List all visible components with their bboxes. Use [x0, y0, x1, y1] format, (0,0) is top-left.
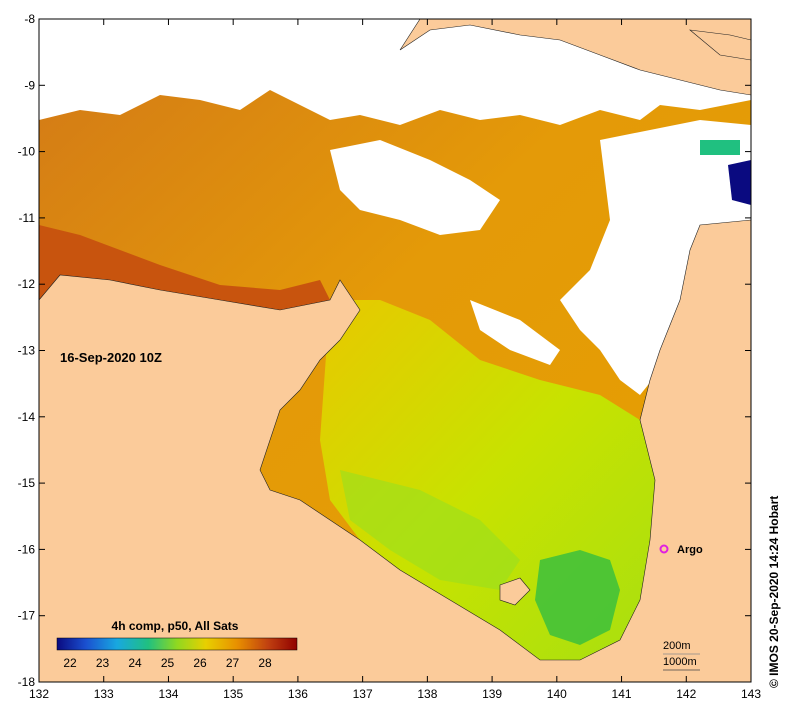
colorbar-tick-label: 27	[226, 656, 240, 670]
y-tick-label: -14	[18, 410, 36, 424]
x-tick-label: 133	[94, 687, 114, 701]
sst-cool-cells	[700, 140, 740, 155]
colorbar-tick-label: 22	[63, 656, 77, 670]
sst-warm-coastal	[39, 225, 330, 310]
x-tick-label: 143	[741, 687, 761, 701]
land-arnhem	[39, 219, 751, 682]
y-tick-label: -10	[18, 145, 36, 159]
argo-label: Argo	[677, 544, 703, 556]
contour-200m: 200m	[663, 640, 691, 652]
y-axis: -8 -9 -10 -11 -12 -13 -14 -15 -16 -17 -18	[18, 12, 751, 689]
colorbar-ticks: 22 23 24 25 26 27 28	[63, 656, 272, 670]
y-tick-label: -15	[18, 476, 36, 490]
timestamp-label: 16-Sep-2020 10Z	[60, 350, 162, 365]
colorbar-gradient	[56, 637, 298, 651]
x-tick-label: 136	[288, 687, 308, 701]
land-mornington-island	[499, 577, 531, 606]
contour-1000m: 1000m	[663, 656, 697, 668]
cloud-mask-gulf	[470, 300, 560, 365]
sst-cold-patch	[728, 160, 751, 205]
contour-legend: 200m 1000m	[663, 640, 700, 671]
colorbar-tick-label: 28	[258, 656, 272, 670]
x-tick-label: 135	[223, 687, 243, 701]
credit-label: © IMOS 20-Sep-2020 14:24 Hobart	[767, 496, 781, 688]
sst-gulf-lightgreen	[340, 470, 520, 590]
cloud-mask-east	[560, 120, 751, 395]
x-tick-label: 137	[353, 687, 373, 701]
x-tick-label: 138	[417, 687, 437, 701]
colorbar-tick-label: 24	[128, 656, 142, 670]
y-tick-label: -8	[24, 12, 35, 26]
x-axis: 132 133 134 135 136 137 138 139 140 141 142 143	[29, 19, 761, 701]
y-tick-label: -11	[19, 211, 36, 225]
x-tick-label: 142	[676, 687, 696, 701]
land-new-guinea-east	[689, 29, 751, 61]
y-tick-label: -13	[18, 344, 36, 358]
x-tick-label: 141	[612, 687, 632, 701]
y-tick-label: -9	[24, 78, 35, 92]
x-tick-label: 139	[482, 687, 502, 701]
land-new-guinea	[399, 19, 751, 96]
y-tick-label: -16	[18, 542, 36, 556]
colorbar-tick-label: 23	[96, 656, 110, 670]
y-tick-label: -17	[18, 609, 36, 623]
colorbar-tick-label: 26	[193, 656, 207, 670]
colorbar-tick-label: 25	[161, 656, 175, 670]
x-tick-label: 132	[29, 687, 49, 701]
x-tick-label: 134	[158, 687, 178, 701]
argo-float-marker[interactable]: Argo	[659, 544, 703, 556]
argo-icon	[659, 544, 669, 554]
colorbar: 4h comp, p50, All Sats 22 23 24 25 26 27 28	[56, 619, 298, 670]
y-tick-label: -12	[18, 277, 36, 291]
sst-gulf-green	[535, 550, 620, 645]
x-tick-label: 140	[547, 687, 567, 701]
y-tick-label: -18	[18, 675, 36, 689]
colorbar-title: 4h comp, p50, All Sats	[112, 619, 239, 633]
cloud-mask-centre	[330, 140, 500, 235]
map-layers	[39, 19, 751, 682]
cloud-mask-north	[39, 19, 751, 125]
